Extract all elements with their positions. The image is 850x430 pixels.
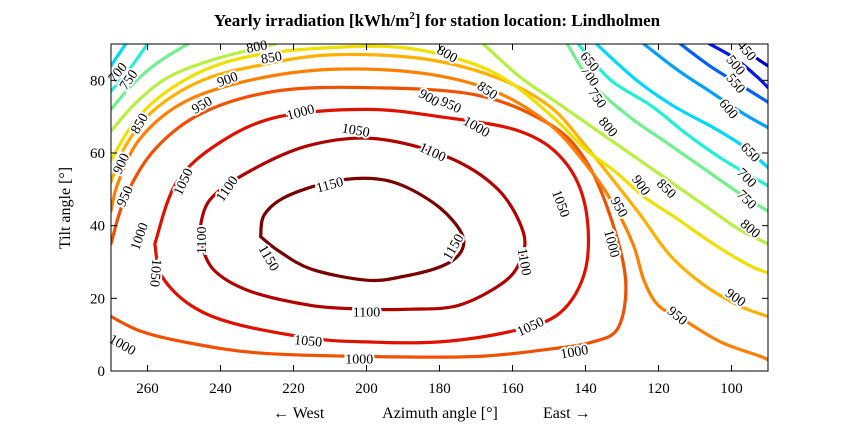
contour-line-550 xyxy=(678,44,768,104)
contour-label: 1000 xyxy=(600,228,622,259)
contour-line-750 xyxy=(565,44,768,213)
contour-label: 950 xyxy=(438,95,463,117)
contour-label: 1150 xyxy=(315,175,345,197)
chart-title: Yearly irradiation [kWh/m2] for station … xyxy=(214,10,661,30)
contour-line-750 xyxy=(111,44,190,111)
x-tick-label: 180 xyxy=(428,381,451,397)
contour-line-950 xyxy=(111,67,768,362)
contour-label: 1000 xyxy=(460,114,492,141)
contour-label: 1050 xyxy=(548,188,572,219)
contour-line-500 xyxy=(708,44,768,90)
x-axis-east-label: East → xyxy=(543,405,591,422)
contour-label: 1050 xyxy=(146,258,163,287)
x-axis-west-label: ← West xyxy=(273,405,325,422)
contour-label: 1050 xyxy=(341,121,371,141)
x-tick-label: 140 xyxy=(574,381,597,397)
contour-line-700 xyxy=(111,44,150,93)
y-tick-label: 40 xyxy=(90,219,105,235)
contour-label: 600 xyxy=(715,97,740,123)
contour-label: 1100 xyxy=(195,226,210,253)
x-tick-label: 100 xyxy=(720,381,743,397)
contour-line-650 xyxy=(594,44,768,170)
x-axis-label: Azimuth angle [°] xyxy=(382,405,498,422)
contour-line-1000 xyxy=(111,85,628,359)
contour-line-800 xyxy=(481,44,768,246)
contour-label: 1000 xyxy=(128,221,152,252)
contour-label: 800 xyxy=(595,115,620,141)
contour-label: 1050 xyxy=(515,315,547,340)
y-axis-ticks: 0 20 40 60 80 xyxy=(90,73,768,380)
contour-line-1100 xyxy=(197,136,527,312)
contour-label: 1100 xyxy=(514,247,534,277)
y-tick-label: 60 xyxy=(90,146,105,162)
y-tick-label: 20 xyxy=(90,291,105,307)
y-tick-label: 80 xyxy=(90,73,105,89)
contour-label: 850 xyxy=(260,49,283,67)
contour-label: 750 xyxy=(584,86,608,112)
x-tick-label: 200 xyxy=(355,381,378,397)
contour-label: 1000 xyxy=(559,343,589,363)
x-tick-label: 160 xyxy=(501,381,524,397)
contour-line-850 xyxy=(111,44,768,275)
contour-line-1150 xyxy=(259,176,466,283)
contour-line-1050 xyxy=(153,107,591,345)
contour-label: 1050 xyxy=(171,166,196,198)
contour-line-450 xyxy=(737,44,768,68)
contour-label: 1100 xyxy=(353,305,380,320)
contour-label: 1050 xyxy=(293,333,322,350)
x-tick-label: 220 xyxy=(282,381,305,397)
contour-lines xyxy=(111,44,768,362)
x-tick-label: 260 xyxy=(136,381,159,397)
contour-label: 1150 xyxy=(255,243,282,274)
contour-label: 1100 xyxy=(417,140,448,165)
contour-label: 800 xyxy=(434,43,460,66)
contour-line-600 xyxy=(642,44,768,130)
contour-label: 850 xyxy=(653,177,678,202)
contour-line-700 xyxy=(576,44,768,188)
contour-label: 950 xyxy=(664,304,690,329)
contour-label: 1000 xyxy=(345,353,373,368)
contour-line-800 xyxy=(111,44,277,133)
contour-label: 900 xyxy=(628,173,652,199)
y-tick-label: 0 xyxy=(98,364,106,380)
x-tick-label: 240 xyxy=(209,381,232,397)
y-axis-label: Tilt angle [°] xyxy=(57,167,74,249)
x-axis-ticks: 260 240 220 200 180 160 140 120 100 xyxy=(136,44,743,397)
contour-line-650 xyxy=(111,44,128,68)
x-tick-label: 120 xyxy=(647,381,670,397)
contour-label: 800 xyxy=(245,38,268,56)
contour-label: 1000 xyxy=(285,102,316,124)
